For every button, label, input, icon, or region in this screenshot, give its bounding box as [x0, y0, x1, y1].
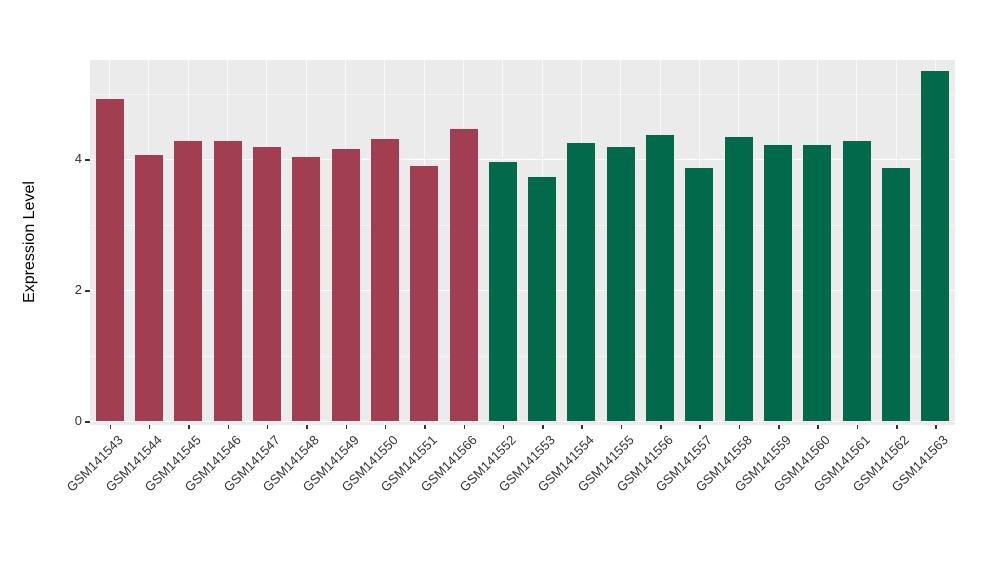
x-axis-tick-mark: [266, 425, 269, 429]
x-axis-tick-mark: [306, 425, 308, 429]
y-minor-gridline: [90, 355, 955, 357]
bar-GSM141555: [606, 146, 635, 421]
x-axis-tick-mark: [817, 425, 819, 429]
chart-panel: [90, 60, 955, 425]
bar-GSM141546: [213, 141, 242, 421]
bar-GSM141561: [842, 140, 871, 421]
x-axis-tick-mark: [542, 425, 544, 429]
bar-GSM141563: [921, 70, 950, 421]
bar-GSM141552: [488, 161, 517, 421]
bar-GSM141566: [449, 128, 478, 421]
x-axis-tick-mark: [148, 425, 151, 429]
bar-GSM141550: [370, 139, 399, 421]
x-axis-tick-mark: [660, 425, 662, 429]
x-axis-tick-mark: [188, 425, 190, 429]
y-axis-title: Expression Level: [21, 181, 38, 303]
y-minor-gridline: [90, 93, 955, 95]
y-minor-gridline: [90, 224, 955, 226]
x-axis-tick-mark: [856, 425, 859, 429]
bar-GSM141543: [95, 98, 124, 421]
bar-GSM141559: [764, 144, 793, 421]
x-axis-tick-mark: [384, 425, 387, 429]
bar-GSM141548: [292, 157, 321, 421]
y-axis-tick-mark: [85, 421, 90, 423]
x-axis-tick-mark: [463, 425, 466, 429]
x-axis-tick-mark: [581, 425, 583, 429]
bar-GSM141553: [528, 177, 557, 421]
x-axis-tick-mark: [502, 425, 505, 429]
x-axis-tick-mark: [699, 425, 701, 429]
bar-GSM141545: [174, 141, 203, 421]
y-axis-tick-mark: [85, 290, 90, 292]
bar-GSM141547: [252, 146, 281, 421]
bar-GSM141557: [685, 168, 714, 421]
x-axis-tick-mark: [345, 425, 348, 429]
x-axis-tick-mark: [620, 425, 623, 429]
x-axis-tick-mark: [424, 425, 426, 429]
x-axis-tick-mark: [227, 425, 230, 429]
y-axis-tick-label: 2: [74, 282, 82, 297]
y-axis-tick-mark: [85, 159, 90, 161]
bar-GSM141556: [646, 135, 675, 421]
bar-GSM141558: [724, 137, 753, 421]
y-axis-tick-label: 0: [74, 413, 82, 428]
y-major-gridline: [90, 159, 955, 161]
bar-GSM141544: [134, 155, 163, 421]
x-axis-tick-mark: [896, 425, 898, 429]
x-axis-tick-mark: [778, 425, 780, 429]
x-axis-tick-mark: [109, 425, 112, 429]
bar-GSM141560: [803, 145, 832, 421]
bar-GSM141562: [882, 168, 911, 421]
y-axis-tick-label: 4: [74, 151, 82, 166]
bar-GSM141551: [410, 166, 439, 421]
y-major-gridline: [90, 290, 955, 292]
bar-GSM141549: [331, 149, 360, 421]
x-axis-tick-mark: [935, 425, 937, 429]
x-axis-tick-mark: [738, 425, 741, 429]
y-major-gridline: [90, 421, 955, 423]
bar-GSM141554: [567, 142, 596, 421]
